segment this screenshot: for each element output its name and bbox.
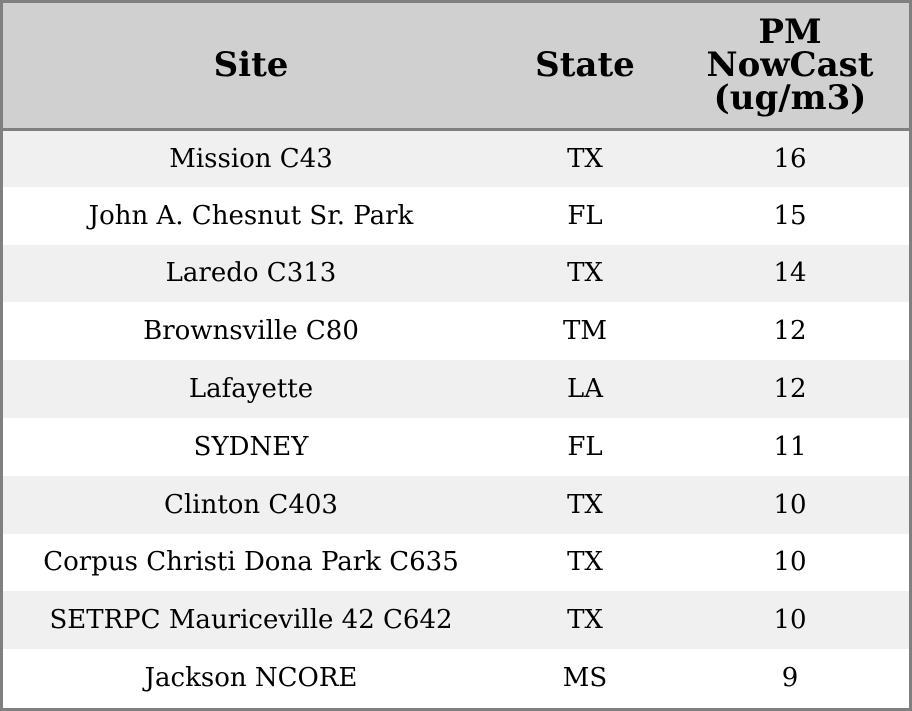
cell-pm: 15: [773, 200, 807, 231]
table-row: SETRPC Mauriceville 42 C642 TX 10: [3, 591, 909, 650]
cell-state: TX: [567, 143, 603, 174]
cell-pm: 10: [773, 489, 807, 520]
cell-state: TX: [567, 605, 603, 636]
table-body: Mission C43 TX 16 John A. Chesnut Sr. Pa…: [3, 129, 909, 707]
table-row: John A. Chesnut Sr. Park FL 15: [3, 186, 909, 245]
cell-site: Corpus Christi Dona Park C635: [43, 547, 459, 578]
cell-site: Jackson NCORE: [144, 663, 358, 694]
cell-site: Lafayette: [188, 374, 314, 405]
cell-site: Mission C43: [169, 143, 333, 174]
table-row: Lafayette LA 12: [3, 360, 909, 418]
table-row: Clinton C403 TX 10: [3, 475, 909, 534]
cell-site: John A. Chesnut Sr. Park: [88, 200, 414, 231]
cell-state: TX: [567, 258, 603, 289]
cell-pm: 16: [773, 143, 807, 174]
cell-state: TX: [567, 489, 603, 520]
cell-pm: 10: [773, 605, 807, 636]
header-row: Site State PM NowCast (ug/m3): [3, 3, 909, 131]
cell-pm: 10: [773, 547, 807, 578]
cell-site: Laredo C313: [165, 258, 337, 289]
header-state: State: [499, 3, 671, 131]
table-row: Brownsville C80 TM 12: [3, 302, 909, 361]
cell-state: FL: [567, 431, 603, 462]
cell-pm: 12: [773, 316, 807, 347]
cell-state: TX: [567, 547, 603, 578]
cell-site: Clinton C403: [164, 489, 338, 520]
cell-pm: 14: [773, 258, 807, 289]
table-row: Laredo C313 TX 14: [3, 244, 909, 303]
header-pm-line-2: NowCast: [706, 44, 874, 85]
table-row: Mission C43 TX 16: [3, 129, 909, 187]
header-pm-line-1: PM: [758, 11, 822, 52]
cell-site: SYDNEY: [193, 431, 309, 462]
cell-state: MS: [562, 663, 608, 694]
cell-pm: 9: [781, 663, 799, 694]
cell-pm: 12: [773, 374, 807, 405]
table-row: Jackson NCORE MS 9: [3, 649, 909, 707]
cell-site: SETRPC Mauriceville 42 C642: [49, 605, 453, 636]
header-site: Site: [3, 3, 499, 131]
cell-state: FL: [567, 200, 603, 231]
pm-nowcast-table: Site State PM NowCast (ug/m3) Mission C4…: [3, 3, 909, 707]
header-pm-line-3: (ug/m3): [713, 77, 867, 118]
table-row: SYDNEY FL 11: [3, 417, 909, 476]
table-row: Corpus Christi Dona Park C635 TX 10: [3, 533, 909, 592]
table-header: Site State PM NowCast (ug/m3): [3, 3, 909, 131]
cell-state: LA: [566, 374, 604, 405]
cell-site: Brownsville C80: [143, 316, 359, 347]
cell-pm: 11: [773, 431, 807, 462]
cell-state: TM: [563, 316, 607, 347]
header-pm-nowcast: PM NowCast (ug/m3): [671, 3, 909, 131]
